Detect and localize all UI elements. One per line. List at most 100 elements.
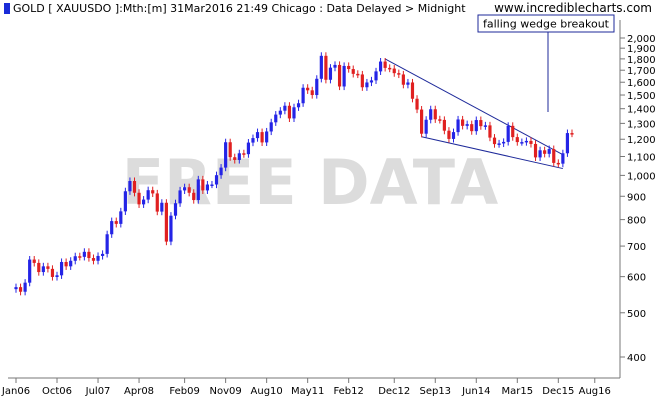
y-tick-label: 1,100 <box>627 152 656 163</box>
x-tick-label: Jan06 <box>1 386 30 397</box>
x-tick-label: Apr08 <box>124 386 154 397</box>
candle-body <box>556 162 560 165</box>
candle-body <box>91 258 96 261</box>
x-tick-label: Feb09 <box>169 386 199 397</box>
candle-body <box>515 137 519 143</box>
candle-body <box>69 260 73 267</box>
candle-body <box>274 114 278 123</box>
candle-body <box>187 187 191 193</box>
candle-body <box>237 153 241 160</box>
candles <box>14 52 574 296</box>
x-tick-label: May11 <box>291 386 324 397</box>
candle-body <box>429 109 433 120</box>
candle-body <box>164 202 168 242</box>
candle-body <box>538 150 542 158</box>
candle-body <box>369 80 374 83</box>
y-tick-label: 800 <box>627 216 646 227</box>
candle-body <box>479 120 483 127</box>
candle-body <box>283 105 287 111</box>
y-tick-label: 600 <box>627 273 646 284</box>
candle-body <box>378 61 383 72</box>
candle-body <box>265 131 269 143</box>
candle-body <box>14 287 18 290</box>
y-tick-label: 500 <box>627 309 646 320</box>
candle-body <box>205 184 209 191</box>
x-tick-label: Aug10 <box>251 386 283 397</box>
candle-body <box>438 119 442 121</box>
x-tick-label: Jun14 <box>461 386 490 397</box>
candle-body <box>160 202 164 212</box>
candle-body <box>310 90 314 96</box>
candle-body <box>196 179 200 201</box>
candle-body <box>128 181 132 192</box>
candle-body <box>169 215 173 242</box>
candle-body <box>337 64 342 87</box>
candle-body <box>360 74 364 88</box>
candle-body <box>561 153 565 164</box>
candle-body <box>547 149 551 154</box>
candle-body <box>292 107 296 119</box>
watermark: FREE DATA <box>122 146 498 219</box>
candle-body <box>315 78 319 96</box>
candle-body <box>137 192 141 205</box>
candle-body <box>465 124 469 126</box>
candle-body <box>520 142 524 144</box>
candle-body <box>570 133 574 135</box>
candle-body <box>37 262 41 273</box>
candle-body <box>242 153 246 155</box>
candle-body <box>82 251 86 257</box>
trendline <box>421 136 563 170</box>
candle-body <box>401 74 405 85</box>
candle-body <box>543 150 547 154</box>
candle-body <box>552 149 556 163</box>
candle-body <box>319 55 323 79</box>
y-tick-label: 400 <box>627 353 646 364</box>
y-tick-label: 1,800 <box>627 55 656 66</box>
candle-body <box>210 184 214 187</box>
candle-body <box>59 261 64 276</box>
annotation-label: falling wedge breakout <box>483 18 610 31</box>
candle-body <box>132 181 137 193</box>
candle-body <box>287 105 292 119</box>
candle-body <box>388 67 392 70</box>
candle-body <box>347 65 351 70</box>
site-link[interactable]: www.incrediblecharts.com <box>494 1 652 15</box>
y-tick-label: 1,400 <box>627 105 656 116</box>
candle-body <box>87 251 91 259</box>
candle-body <box>451 132 456 139</box>
candle-body <box>424 119 428 134</box>
candle-body <box>73 256 77 261</box>
candle-body <box>178 190 182 204</box>
candle-body <box>214 175 219 185</box>
x-tick-label: Mar15 <box>502 386 534 397</box>
y-tick-label: 1,900 <box>627 44 656 55</box>
candle-body <box>255 132 260 139</box>
candle-body <box>278 110 282 115</box>
candle-body <box>32 259 36 263</box>
x-tick-label: Sep13 <box>419 386 451 397</box>
candle-body <box>529 140 533 144</box>
candle-body <box>365 82 369 88</box>
candle-body <box>219 167 223 176</box>
candle-body <box>333 64 337 68</box>
candle-body <box>342 65 346 87</box>
y-tick-label: 1,600 <box>627 78 656 89</box>
candle-body <box>110 221 114 235</box>
x-tick-label: Feb12 <box>333 386 363 397</box>
candle-body <box>301 87 305 104</box>
x-tick-label: Dec15 <box>542 386 574 397</box>
candle-body <box>502 141 506 144</box>
candle-body <box>461 119 465 126</box>
candle-body <box>296 103 301 108</box>
candle-body <box>397 73 401 75</box>
candle-body <box>433 109 437 120</box>
candle-body <box>100 253 105 256</box>
candle-body <box>383 61 387 68</box>
chart-header: GOLD [ XAUUSDO ]:Mth:[m] 31Mar2016 21:49… <box>4 2 466 15</box>
candle-body <box>96 255 100 261</box>
candle-body <box>474 120 478 132</box>
candle-body <box>23 282 27 292</box>
candle-body <box>351 69 355 74</box>
